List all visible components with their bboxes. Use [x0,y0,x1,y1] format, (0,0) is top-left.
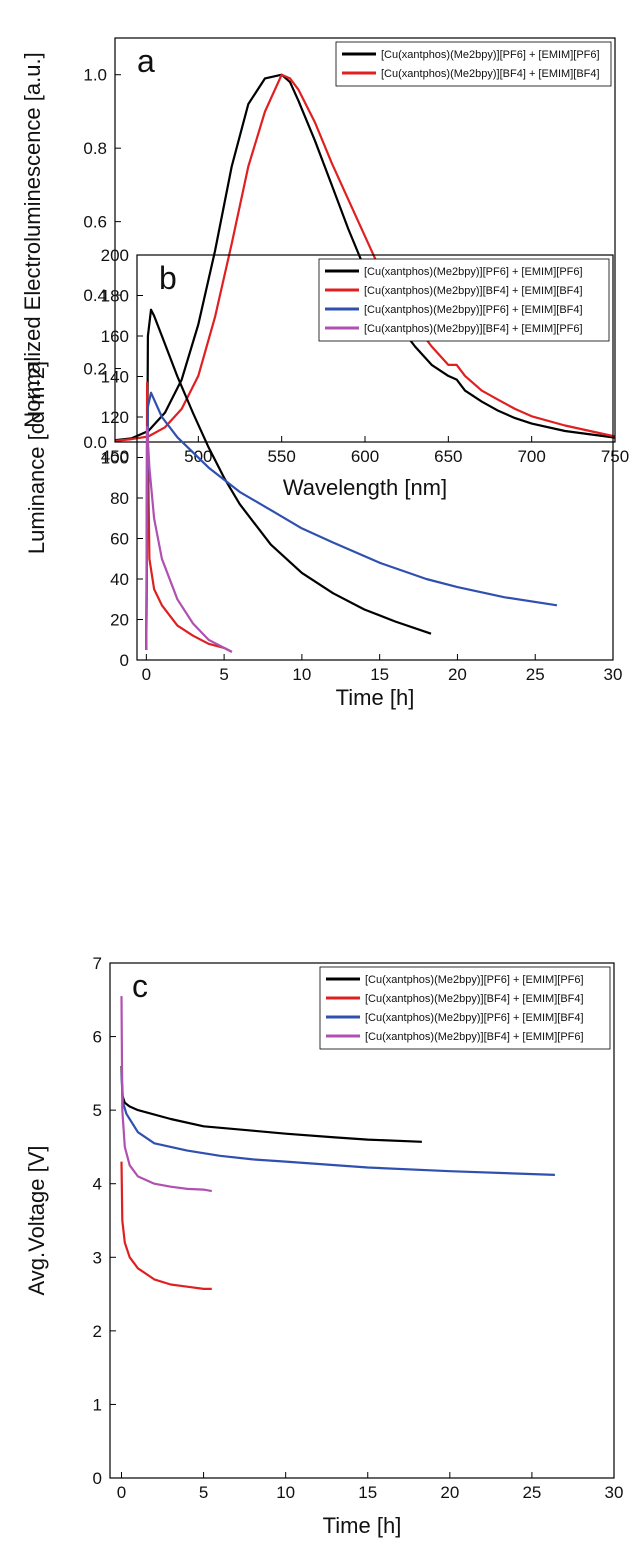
y-tick-label: 2 [93,1322,102,1341]
x-axis-label: Time [h] [323,1513,402,1538]
x-tick-label: 15 [370,665,389,684]
y-tick-label: 0.6 [83,213,107,232]
x-tick-label: 20 [448,665,467,684]
y-tick-label: 200 [101,246,129,265]
x-tick-label: 30 [605,1483,624,1502]
x-tick-label: 10 [276,1483,295,1502]
y-tick-label: 80 [110,489,129,508]
y-tick-label: 120 [101,408,129,427]
plot-frame [114,37,616,443]
y-tick-label: 7 [93,954,102,973]
y-tick-label: 1 [93,1395,102,1414]
y-tick-label: 0.2 [83,360,107,379]
series-line [120,1161,212,1290]
y-tick-label: 5 [93,1101,102,1120]
y-tick-label: 40 [110,570,129,589]
legend-label: [Cu(xantphos)(Me2bpy)][BF4] + [EMIM][BF4… [364,285,583,297]
plot-frame [109,962,615,1479]
legend-label: [Cu(xantphos)(Me2bpy)][PF6] + [EMIM][PF6… [364,266,583,278]
legend-label: [Cu(xantphos)(Me2bpy)][PF6] + [EMIM][PF6… [381,49,600,61]
series-line [120,1065,422,1143]
series-line [120,1073,555,1176]
y-tick-label: 0.8 [83,139,107,158]
x-tick-label: 25 [522,1483,541,1502]
x-tick-label: 15 [358,1483,377,1502]
series-line [114,73,616,442]
y-tick-label: 180 [101,287,129,306]
legend-box [335,41,612,87]
x-axis-label: Wavelength [nm] [283,475,447,500]
x-tick-label: 0 [142,665,151,684]
legend-label: [Cu(xantphos)(Me2bpy)][PF6] + [EMIM][PF6… [365,974,584,986]
x-tick-label: 20 [440,1483,459,1502]
y-axis-label: Normalized Electroluminescence [a.u.] [20,52,45,427]
y-tick-label: 160 [101,327,129,346]
series-line [145,391,558,650]
legend-label: [Cu(xantphos)(Me2bpy)][BF4] + [EMIM][PF6… [365,1031,584,1043]
x-tick-label: 25 [526,665,545,684]
legend-label: [Cu(xantphos)(Me2bpy)][BF4] + [EMIM][BF4… [365,993,584,1005]
y-tick-label: 4 [93,1175,102,1194]
y-tick-label: 6 [93,1028,102,1047]
y-tick-label: 0 [93,1469,102,1488]
y-tick-label: 0.0 [83,433,107,452]
x-tick-label: 450 [101,447,129,466]
y-tick-label: 3 [93,1248,102,1267]
series-line [120,996,212,1193]
panel-label: c [132,968,148,1004]
y-tick-label: 1.0 [83,66,107,85]
y-axis-label: Avg.Voltage [V] [24,1145,49,1295]
legend-label: [Cu(xantphos)(Me2bpy)][BF4] + [EMIM][PF6… [364,323,583,335]
x-tick-label: 700 [517,447,545,466]
x-tick-label: 750 [601,447,629,466]
x-tick-label: 5 [219,665,228,684]
y-tick-label: 100 [101,449,129,468]
legend-label: [Cu(xantphos)(Me2bpy)][PF6] + [EMIM][BF4… [365,1012,584,1024]
y-tick-label: 60 [110,530,129,549]
x-tick-label: 30 [604,665,623,684]
x-tick-label: 600 [351,447,379,466]
x-tick-label: 550 [267,447,295,466]
y-axis-label: Luminance [cd m-2] [24,361,49,554]
legend-label: [Cu(xantphos)(Me2bpy)][PF6] + [EMIM][BF4… [364,304,583,316]
x-tick-label: 0 [117,1483,126,1502]
y-tick-label: 140 [101,368,129,387]
y-tick-label: 0 [120,651,129,670]
x-tick-label: 650 [434,447,462,466]
series-line [114,73,616,442]
series-line [145,308,432,650]
legend-box [319,966,611,1050]
panel-label: b [159,260,177,296]
x-tick-label: 5 [199,1483,208,1502]
panel-label: a [137,43,155,79]
legend-box [318,258,610,342]
series-line [145,381,233,653]
y-tick-label: 0.4 [83,286,107,305]
y-tick-label: 20 [110,611,129,630]
legend-label: [Cu(xantphos)(Me2bpy)][BF4] + [EMIM][BF4… [381,68,600,80]
series-line [145,426,233,653]
x-tick-label: 10 [292,665,311,684]
x-axis-label: Time [h] [336,685,415,710]
